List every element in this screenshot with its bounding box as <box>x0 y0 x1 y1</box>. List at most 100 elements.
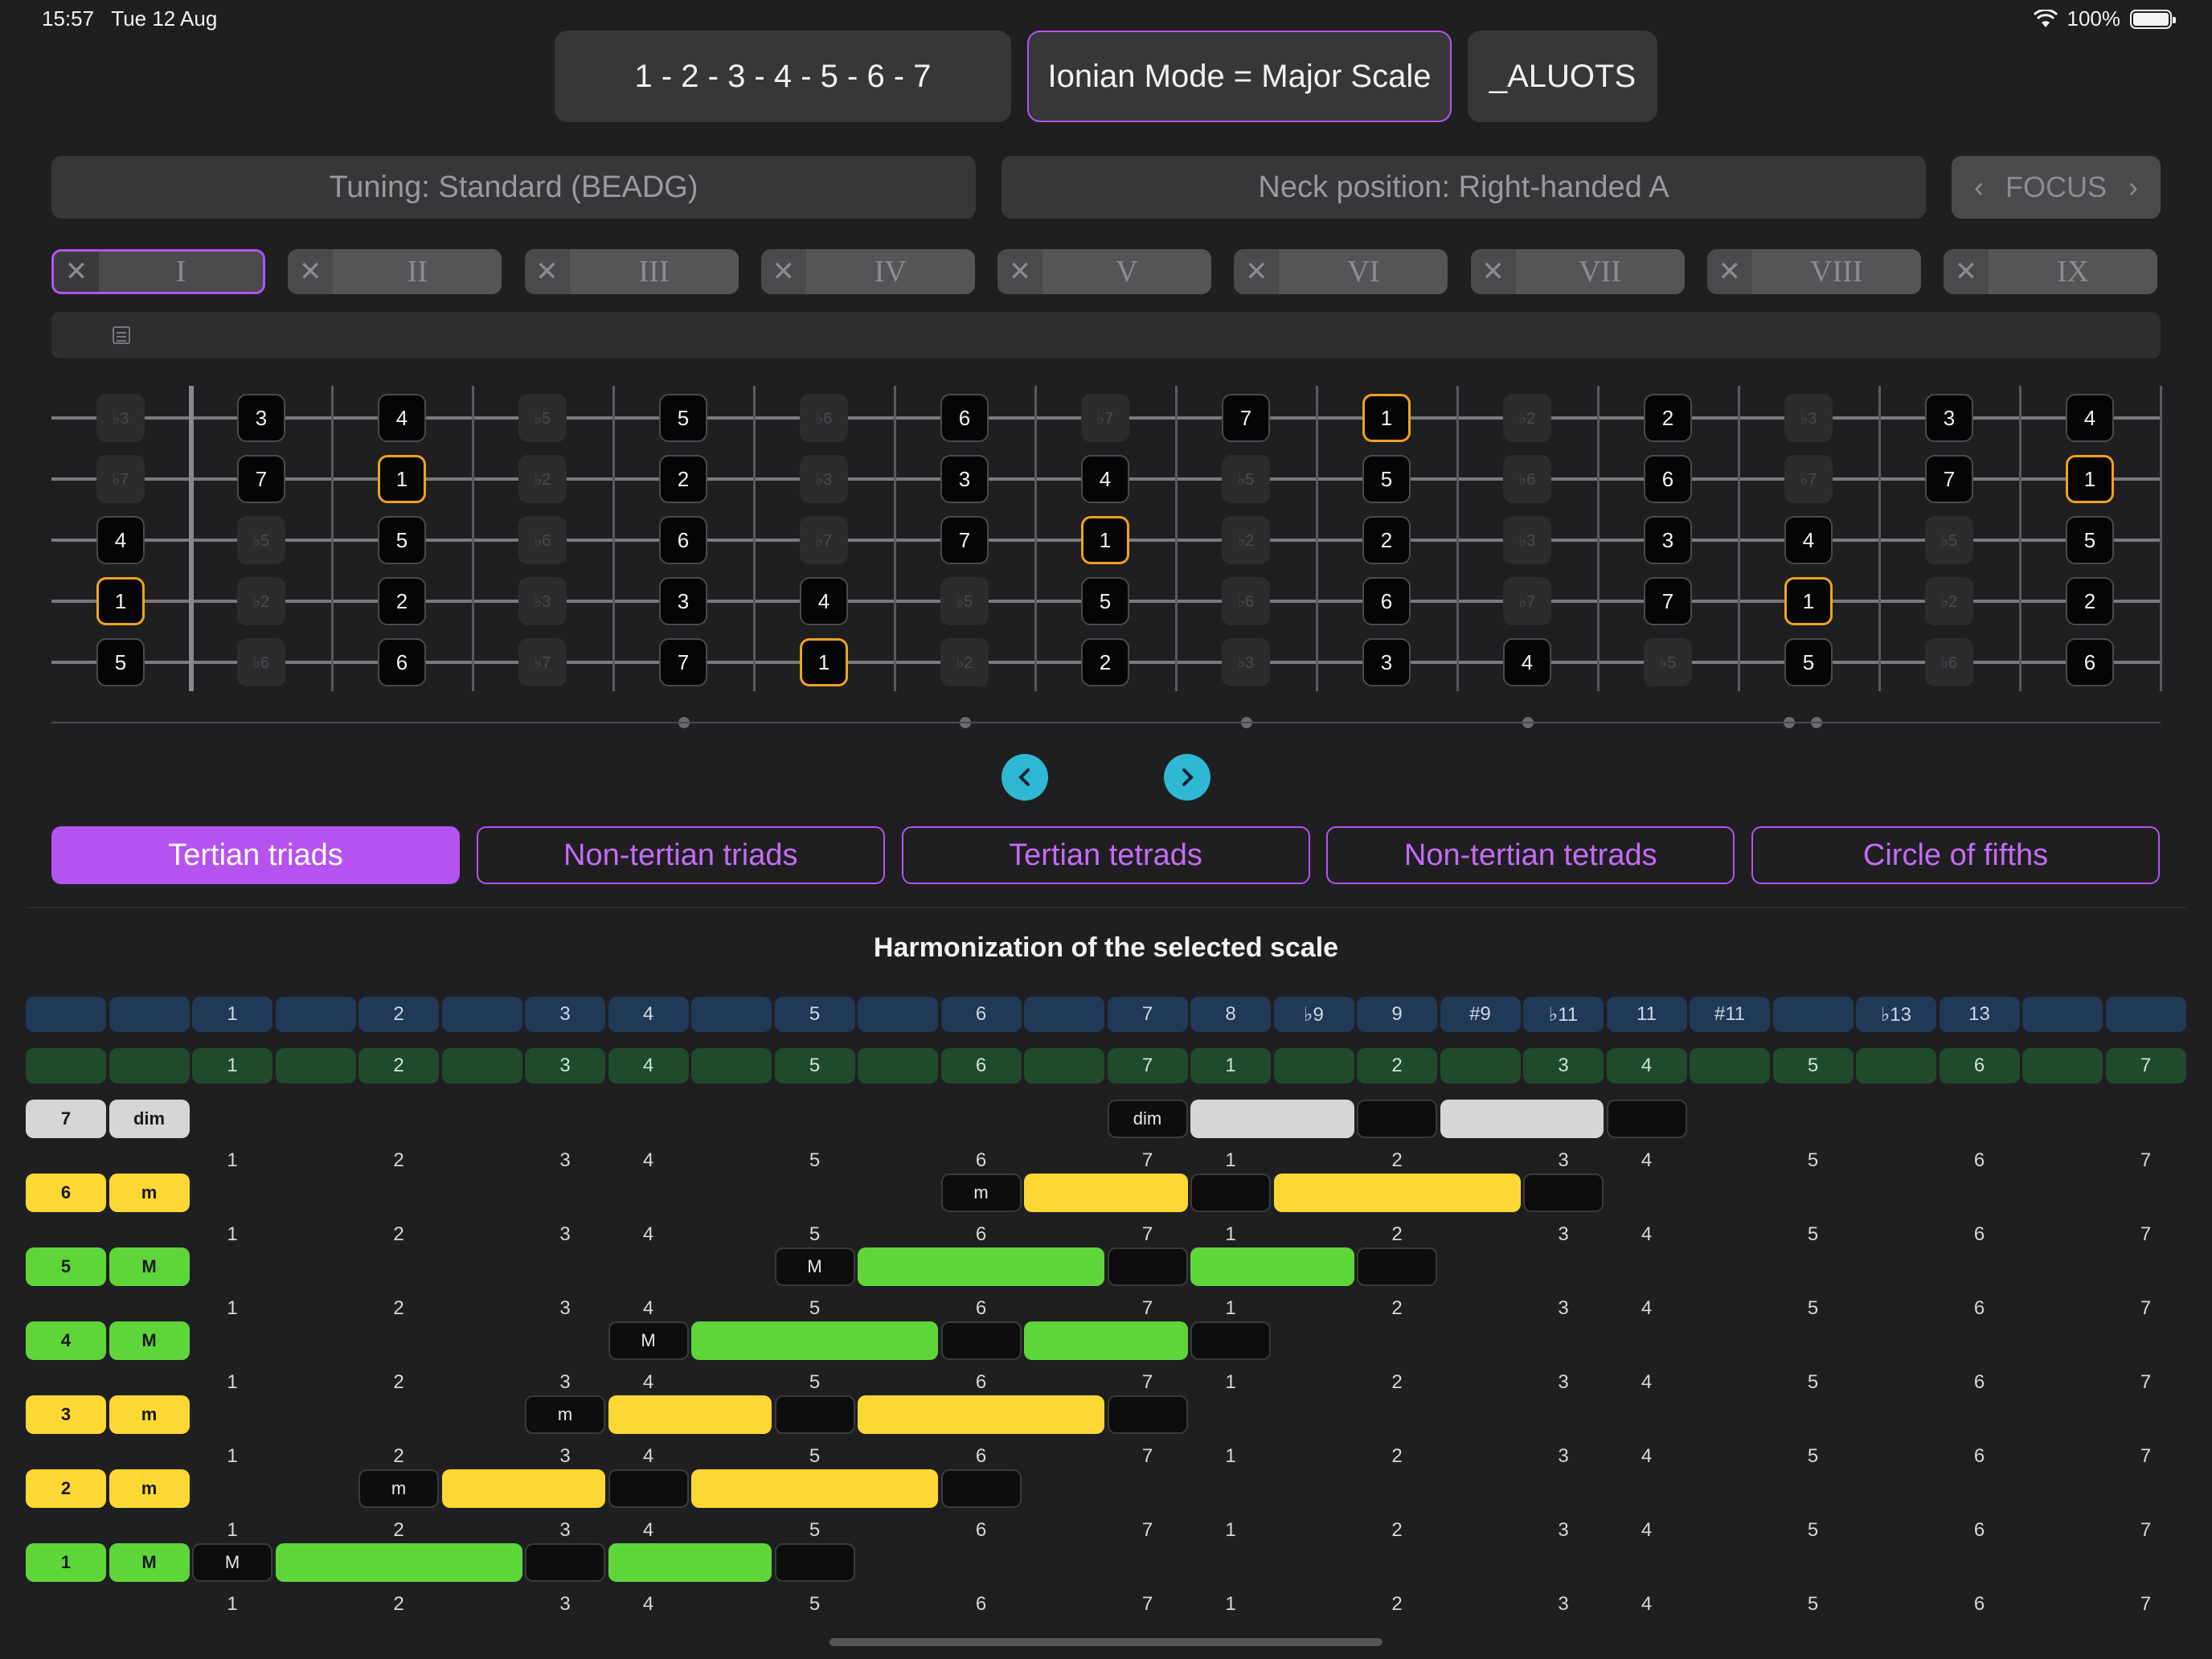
fret-note[interactable]: 3 <box>940 455 989 503</box>
fret-note[interactable]: 1 <box>96 577 145 625</box>
fret-note[interactable]: 1 <box>2066 455 2114 503</box>
fret-note[interactable]: ♭5 <box>1644 638 1692 686</box>
fret-note[interactable]: 5 <box>1081 577 1129 625</box>
position-tab-4[interactable]: ✕ IV <box>760 249 975 294</box>
mode-tab-5[interactable]: Circle of fifths <box>1751 826 2160 884</box>
fret-note[interactable]: ♭3 <box>96 394 145 442</box>
mode-tab-2[interactable]: Non-tertian triads <box>476 826 885 884</box>
fret-note[interactable]: 6 <box>940 394 989 442</box>
position-tab-7[interactable]: ✕ VII <box>1470 249 1685 294</box>
fret-note[interactable]: 4 <box>800 577 848 625</box>
fret-note[interactable]: 3 <box>237 394 285 442</box>
mode-tab-4[interactable]: Non-tertian tetrads <box>1326 826 1735 884</box>
fret-note[interactable]: ♭6 <box>518 516 567 564</box>
close-icon[interactable]: ✕ <box>535 256 559 287</box>
fret-note[interactable]: 4 <box>1784 516 1833 564</box>
fret-note[interactable]: ♭5 <box>518 394 567 442</box>
fret-note[interactable]: 7 <box>237 455 285 503</box>
fret-note[interactable]: 4 <box>1503 638 1551 686</box>
fret-note[interactable]: 5 <box>2066 516 2114 564</box>
fret-note[interactable]: ♭5 <box>1925 516 1973 564</box>
close-icon[interactable]: ✕ <box>1718 256 1742 287</box>
tuning-selector[interactable]: Tuning: Standard (BEADG) <box>51 156 976 219</box>
fret-note[interactable]: ♭6 <box>1222 577 1270 625</box>
notes-icon[interactable] <box>113 326 130 344</box>
fret-note[interactable]: ♭2 <box>1925 577 1973 625</box>
scale-name-button[interactable]: _ALUOTS <box>1468 31 1657 122</box>
close-icon[interactable]: ✕ <box>772 256 796 287</box>
position-tab-5[interactable]: ✕ V <box>997 249 1211 294</box>
position-tab-3[interactable]: ✕ III <box>524 249 739 294</box>
fret-note[interactable]: 7 <box>1222 394 1270 442</box>
next-position-button[interactable] <box>1164 754 1210 801</box>
close-icon[interactable]: ✕ <box>299 256 322 287</box>
fret-note[interactable]: 2 <box>659 455 707 503</box>
fret-note[interactable]: ♭7 <box>518 638 567 686</box>
scale-intervals-button[interactable]: 1 - 2 - 3 - 4 - 5 - 6 - 7 <box>555 31 1011 122</box>
fret-note[interactable]: ♭6 <box>800 394 848 442</box>
fret-note[interactable]: 4 <box>1081 455 1129 503</box>
fret-note[interactable]: ♭2 <box>518 455 567 503</box>
fret-note[interactable]: ♭6 <box>1503 455 1551 503</box>
fret-note[interactable]: 7 <box>1644 577 1692 625</box>
previous-position-button[interactable] <box>1002 754 1048 801</box>
fret-note[interactable]: ♭7 <box>800 516 848 564</box>
fret-note[interactable]: 2 <box>1081 638 1129 686</box>
fret-note[interactable]: 1 <box>378 455 426 503</box>
neck-position-selector[interactable]: Neck position: Right-handed A <box>1002 156 1926 219</box>
fret-note[interactable]: ♭3 <box>518 577 567 625</box>
fret-note[interactable]: 5 <box>1362 455 1411 503</box>
fret-note[interactable]: ♭5 <box>940 577 989 625</box>
fret-note[interactable]: ♭7 <box>1784 455 1833 503</box>
fret-note[interactable]: 5 <box>1784 638 1833 686</box>
position-tab-8[interactable]: ✕ VIII <box>1706 249 1921 294</box>
fret-note[interactable]: 1 <box>800 638 848 686</box>
chevron-left-icon[interactable]: ‹ <box>1974 170 1984 203</box>
notes-bar[interactable] <box>51 312 2161 358</box>
fret-note[interactable]: ♭3 <box>1503 516 1551 564</box>
fret-note[interactable]: ♭2 <box>1222 516 1270 564</box>
fret-note[interactable]: 7 <box>1925 455 1973 503</box>
fret-note[interactable]: ♭7 <box>96 455 145 503</box>
position-tab-9[interactable]: ✕ IX <box>1944 249 2157 294</box>
fret-note[interactable]: ♭6 <box>1925 638 1973 686</box>
position-tab-1[interactable]: ✕ I <box>51 249 265 294</box>
fret-note[interactable]: 1 <box>1081 516 1129 564</box>
fret-note[interactable]: 3 <box>659 577 707 625</box>
fret-note[interactable]: 4 <box>378 394 426 442</box>
position-tab-6[interactable]: ✕ VI <box>1234 249 1448 294</box>
close-icon[interactable]: ✕ <box>1954 256 1978 287</box>
fret-note[interactable]: ♭7 <box>1503 577 1551 625</box>
fret-note[interactable]: 3 <box>1362 638 1411 686</box>
fret-note[interactable]: 4 <box>96 516 145 564</box>
fret-note[interactable]: ♭7 <box>1081 394 1129 442</box>
fret-note[interactable]: 7 <box>940 516 989 564</box>
fret-note[interactable]: ♭2 <box>1503 394 1551 442</box>
fret-note[interactable]: 5 <box>659 394 707 442</box>
fret-note[interactable]: 5 <box>96 638 145 686</box>
fret-note[interactable]: 6 <box>1362 577 1411 625</box>
fret-note[interactable]: 7 <box>659 638 707 686</box>
fret-note[interactable]: 6 <box>659 516 707 564</box>
fret-note[interactable]: 2 <box>378 577 426 625</box>
fret-note[interactable]: 2 <box>1362 516 1411 564</box>
fret-note[interactable]: 6 <box>378 638 426 686</box>
close-icon[interactable]: ✕ <box>1481 256 1505 287</box>
fret-note[interactable]: ♭3 <box>800 455 848 503</box>
fret-note[interactable]: 2 <box>1644 394 1692 442</box>
fret-note[interactable]: 1 <box>1784 577 1833 625</box>
home-indicator[interactable] <box>830 1638 1382 1646</box>
fret-note[interactable]: 6 <box>2066 638 2114 686</box>
fret-note[interactable]: 3 <box>1925 394 1973 442</box>
close-icon[interactable]: ✕ <box>1008 256 1032 287</box>
mode-tab-1[interactable]: Tertian triads <box>51 826 460 884</box>
close-icon[interactable]: ✕ <box>1245 256 1268 287</box>
fret-note[interactable]: ♭5 <box>237 516 285 564</box>
fret-note[interactable]: 4 <box>2066 394 2114 442</box>
fret-note[interactable]: ♭5 <box>1222 455 1270 503</box>
fret-note[interactable]: 6 <box>1644 455 1692 503</box>
fret-note[interactable]: 5 <box>378 516 426 564</box>
focus-control[interactable]: ‹ FOCUS › <box>1952 156 2161 219</box>
fret-note[interactable]: 1 <box>1362 394 1411 442</box>
fret-note[interactable]: 3 <box>1644 516 1692 564</box>
